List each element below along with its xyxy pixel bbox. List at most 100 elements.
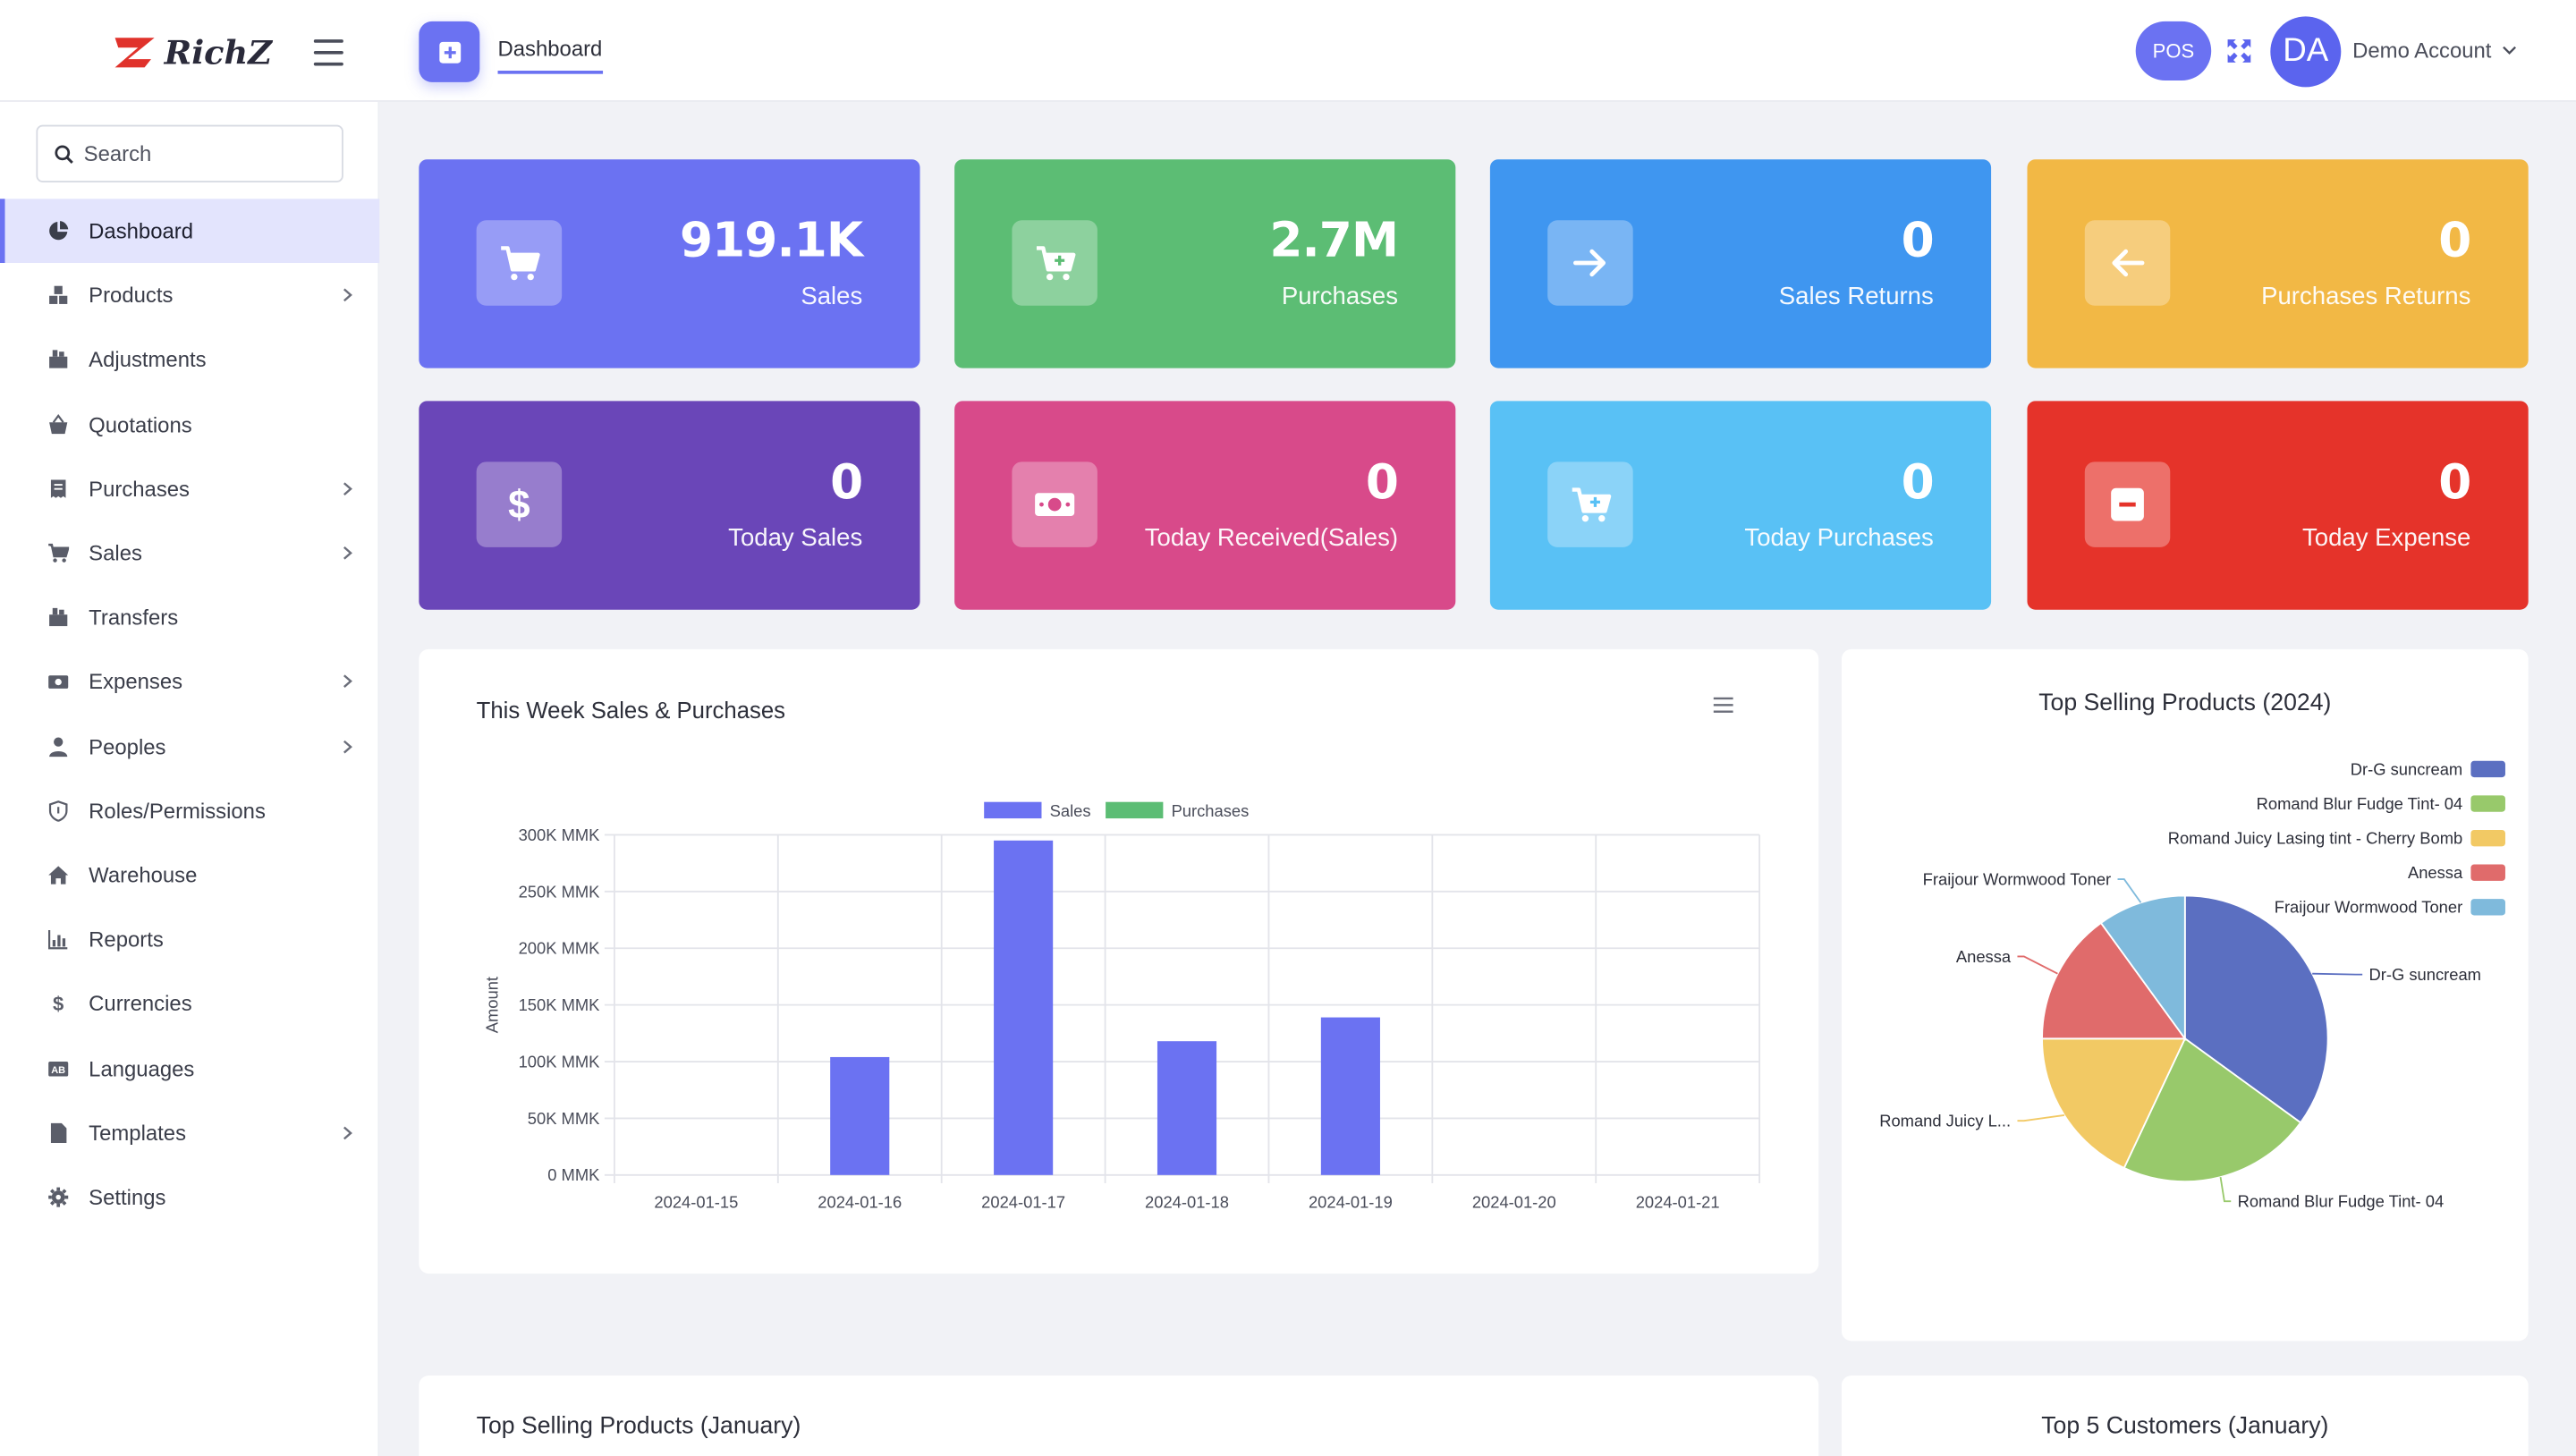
sidebar-item-languages[interactable]: AB Languages <box>0 1036 379 1100</box>
stat-card-purchases-returns[interactable]: 0 Purchases Returns <box>2027 159 2529 368</box>
pie-slice-label: Dr-G suncream <box>2369 965 2481 984</box>
sidebar-item-purchases[interactable]: Purchases <box>0 456 379 521</box>
arrow-right-icon <box>1573 249 1606 277</box>
logo[interactable]: RichZ <box>112 30 272 75</box>
search-box[interactable] <box>36 124 343 182</box>
pie-slice-fraijour-wormwood-toner[interactable] <box>2099 894 2186 1042</box>
top-products-panel: Top Selling Products (2024) Dr-G suncrea… <box>1841 648 2529 1342</box>
top-customers-title: Top 5 Customers (January) <box>2041 1413 2329 1440</box>
pie-slice-anessa[interactable] <box>2041 921 2187 1040</box>
pie-legend-swatch[interactable] <box>2470 795 2505 812</box>
logo-icon <box>114 38 155 68</box>
fullscreen-icon[interactable] <box>2226 38 2252 63</box>
stat-card-today-received-sales[interactable]: 0 Today Received(Sales) <box>954 401 1456 610</box>
top-products-month-title: Top Selling Products (January) <box>476 1413 801 1440</box>
bar-sales-2024-01-19[interactable] <box>1320 1017 1380 1175</box>
boxes-icon <box>46 284 69 307</box>
chevron-right-icon <box>343 1125 352 1139</box>
legend-swatch-purchases[interactable] <box>1106 801 1164 819</box>
pie-legend-swatch[interactable] <box>2470 829 2505 847</box>
sidebar-item-label: Peoples <box>89 733 166 759</box>
bar-sales-2024-01-18[interactable] <box>1157 1041 1217 1175</box>
pie-legend-label[interactable]: Fraijour Wormwood Toner <box>2275 898 2462 917</box>
pie-leader-line <box>2017 1114 2065 1122</box>
minus-box-icon <box>2111 487 2144 521</box>
pie-legend-swatch[interactable] <box>2470 899 2505 916</box>
pie-slice-label: Romand Blur Fudge Tint- 04 <box>2238 1192 2445 1211</box>
home-icon <box>46 864 69 887</box>
sidebar-item-label: Roles/Permissions <box>89 798 266 824</box>
stat-card-sales-returns[interactable]: 0 Sales Returns <box>1489 159 1992 368</box>
y-tick-label: 50K MMK <box>528 1109 600 1128</box>
stat-value: 0 <box>1901 453 1935 510</box>
sidebar-item-expenses[interactable]: Expenses <box>0 649 379 714</box>
dollar-icon: $ <box>508 483 530 526</box>
sidebar-item-reports[interactable]: Reports <box>0 907 379 971</box>
stat-card-today-expense[interactable]: 0 Today Expense <box>2027 401 2529 610</box>
chart-menu-icon[interactable] <box>1713 697 1733 713</box>
sidebar-item-templates[interactable]: Templates <box>0 1100 379 1164</box>
sidebar-item-adjustments[interactable]: Adjustments <box>0 327 379 392</box>
pie-legend-swatch[interactable] <box>2470 760 2505 778</box>
weekly-chart-title: This Week Sales & Purchases <box>476 697 786 724</box>
sidebar-item-label: Transfers <box>89 605 179 631</box>
x-tick-label: 2024-01-17 <box>981 1193 1065 1212</box>
pie-legend-swatch[interactable] <box>2470 864 2505 881</box>
legend-label-sales[interactable]: Sales <box>1050 801 1091 820</box>
search-input[interactable] <box>83 141 331 166</box>
sidebar-toggle-button[interactable] <box>313 39 343 66</box>
sidebar-item-products[interactable]: Products <box>0 263 379 327</box>
y-tick-label: 100K MMK <box>519 1052 601 1071</box>
pos-button[interactable]: POS <box>2135 21 2212 81</box>
legend-swatch-sales[interactable] <box>984 801 1042 819</box>
pie-slice-dr-g-suncream[interactable] <box>2183 894 2329 1124</box>
sidebar-item-settings[interactable]: Settings <box>0 1164 379 1229</box>
tab-dashboard[interactable]: Dashboard <box>497 36 603 74</box>
stat-icon-box <box>1012 461 1097 547</box>
top-products-title: Top Selling Products (2024) <box>2038 690 2332 717</box>
legend-label-purchases[interactable]: Purchases <box>1172 801 1250 820</box>
pie-legend-label[interactable]: Anessa <box>2408 863 2463 882</box>
pie-leader-line <box>2219 1176 2232 1203</box>
sidebar-item-warehouse[interactable]: Warehouse <box>0 842 379 907</box>
stat-label: Sales Returns <box>1778 283 1934 311</box>
sidebar-item-peoples[interactable]: Peoples <box>0 714 379 778</box>
account-name: Demo Account <box>2352 38 2492 63</box>
language-icon: AB <box>46 1057 69 1080</box>
pie-legend-label[interactable]: Romand Blur Fudge Tint- 04 <box>2257 794 2463 813</box>
x-tick-label: 2024-01-15 <box>654 1193 738 1212</box>
chevron-right-icon <box>343 546 352 560</box>
sidebar-item-label: Templates <box>89 1120 187 1146</box>
sidebar-item-transfers[interactable]: Transfers <box>0 585 379 649</box>
y-tick-label: 0 MMK <box>547 1165 600 1184</box>
bar-sales-2024-01-17[interactable] <box>994 840 1054 1175</box>
stat-card-today-purchases[interactable]: 0 Today Purchases <box>1489 401 1992 610</box>
account-menu[interactable]: Demo Account <box>2352 38 2516 63</box>
sidebar-item-roles-permissions[interactable]: Roles/Permissions <box>0 778 379 842</box>
stat-value: 0 <box>2438 212 2471 268</box>
stat-card-sales[interactable]: 919.1K Sales <box>419 159 920 368</box>
sidebar-item-currencies[interactable]: $ Currencies <box>0 971 379 1036</box>
avatar[interactable]: DA <box>2270 16 2342 88</box>
pie-legend-label[interactable]: Dr-G suncream <box>2351 759 2462 778</box>
cash-icon <box>1035 493 1075 516</box>
bar-sales-2024-01-16[interactable] <box>830 1056 890 1175</box>
stat-card-today-sales[interactable]: $0 Today Sales <box>419 401 920 610</box>
search-icon <box>55 144 73 164</box>
pie-leader-line <box>2117 878 2142 903</box>
dashboard-tab-icon[interactable] <box>419 21 480 82</box>
pie-legend-label[interactable]: Romand Juicy Lasing tint - Cherry Bomb <box>2168 829 2463 848</box>
svg-text:AB: AB <box>50 1064 64 1075</box>
sidebar-item-sales[interactable]: Sales <box>0 521 379 585</box>
sidebar-item-quotations[interactable]: Quotations <box>0 392 379 456</box>
sidebar-item-label: Products <box>89 283 174 309</box>
sidebar-item-dashboard[interactable]: Dashboard <box>0 199 380 264</box>
stat-icon-box <box>2084 461 2171 547</box>
pie-slice-label: Romand Juicy L... <box>1879 1112 2011 1130</box>
pie-slice-label: Fraijour Wormwood Toner <box>1923 869 2111 888</box>
shield-icon <box>46 800 69 823</box>
x-tick-label: 2024-01-18 <box>1145 1193 1229 1212</box>
y-tick-label: 300K MMK <box>519 825 601 844</box>
stat-card-purchases[interactable]: 2.7M Purchases <box>954 159 1456 368</box>
stat-label: Today Sales <box>728 524 863 553</box>
